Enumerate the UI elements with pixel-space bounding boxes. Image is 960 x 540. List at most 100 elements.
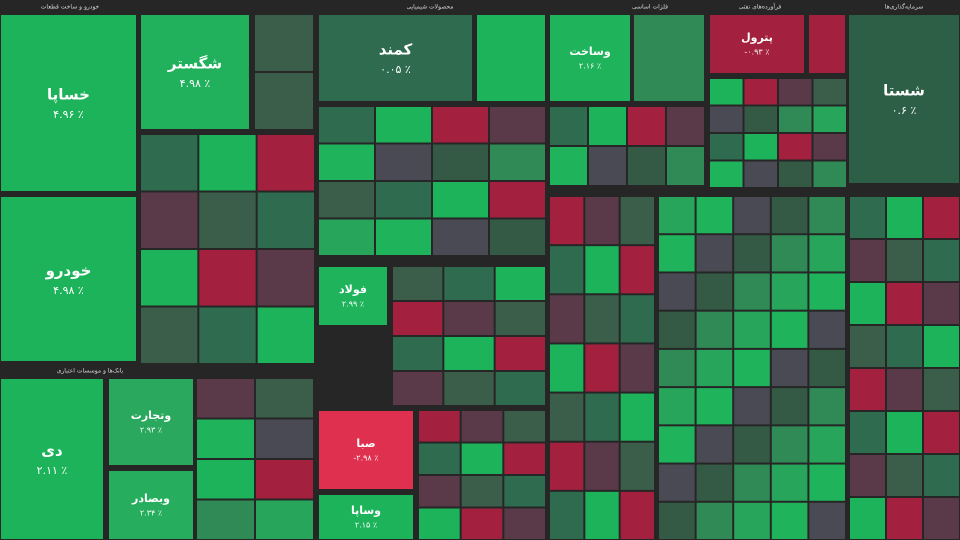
tile [744, 106, 777, 132]
stock-name: وساخت [569, 45, 611, 58]
stock-name: صبا [356, 437, 375, 450]
tile [809, 349, 845, 387]
tile [813, 106, 846, 132]
tile [589, 107, 626, 145]
sector-label: فلزات اساسی [632, 4, 668, 11]
tile [550, 197, 584, 245]
tile [585, 393, 619, 441]
tile [256, 500, 313, 539]
tile [504, 476, 545, 507]
stock-name: شستا [883, 82, 925, 100]
tile [887, 498, 922, 539]
tile [667, 147, 704, 185]
tile [887, 412, 922, 453]
stock-tile [849, 15, 959, 183]
tile [495, 372, 545, 405]
tile [734, 235, 770, 272]
tile [696, 235, 733, 272]
stock-tile [710, 15, 804, 73]
tile [710, 106, 743, 132]
tile [393, 337, 443, 370]
tile [744, 79, 777, 105]
tile [887, 283, 922, 324]
tile [255, 73, 313, 129]
tile [734, 273, 770, 310]
stock-change: ۲.۹۹ ٪ [342, 300, 364, 309]
tile [696, 311, 733, 348]
tile [504, 411, 545, 442]
tile [490, 182, 545, 218]
stock-tile [109, 379, 193, 465]
tile [620, 246, 654, 294]
tile [376, 219, 431, 255]
tile [659, 388, 695, 425]
tile [444, 337, 494, 370]
tile [734, 311, 770, 348]
tile [628, 147, 665, 185]
tile [924, 326, 959, 367]
tile [620, 491, 654, 539]
tile [141, 250, 198, 306]
tile [813, 79, 846, 105]
tile [696, 502, 733, 539]
tile [461, 508, 503, 539]
stock-change: ۴.۹۸ ٪ [53, 284, 84, 297]
tile [376, 182, 431, 218]
tile [433, 182, 488, 218]
tile [141, 135, 198, 191]
tile [809, 235, 845, 272]
tile [809, 426, 845, 463]
tile [585, 295, 619, 343]
tile [319, 144, 374, 180]
stock-name: خساپا [47, 86, 90, 105]
tile [850, 197, 885, 238]
tile [589, 147, 626, 185]
tile [550, 107, 587, 145]
tile [659, 235, 695, 272]
stock-change: -۰.۹۳ ٪ [744, 48, 769, 57]
tile [199, 307, 256, 363]
stock-name: وبصادر [131, 492, 170, 505]
tile [504, 508, 545, 539]
tile [550, 246, 584, 294]
tile [850, 498, 885, 539]
tile [771, 349, 808, 387]
tile [734, 197, 770, 234]
tile [393, 302, 443, 335]
tile [257, 192, 314, 248]
tile [433, 144, 488, 180]
stock-change: ۲.۱۶ ٪ [579, 62, 601, 71]
stock-name: فولاد [339, 283, 367, 296]
tile [734, 388, 770, 425]
tile [850, 326, 885, 367]
stock-name: خودرو [45, 262, 92, 280]
stock-change: ۴.۹۸ ٪ [180, 77, 211, 90]
tile [433, 219, 488, 255]
tile [393, 267, 443, 300]
tile [550, 344, 584, 392]
tile [659, 426, 695, 463]
tile [924, 498, 959, 539]
tile [199, 250, 256, 306]
tile [771, 426, 808, 463]
tile [924, 455, 959, 496]
tile [444, 302, 494, 335]
tile [850, 283, 885, 324]
tile [550, 393, 584, 441]
tile [809, 388, 845, 425]
stock-tile [550, 15, 630, 101]
tile [376, 144, 431, 180]
tile [550, 442, 584, 490]
tile [809, 197, 845, 234]
tile [319, 182, 374, 218]
tile [585, 491, 619, 539]
stock-tile [109, 471, 193, 539]
tile [924, 369, 959, 410]
tile [461, 476, 503, 507]
tile [257, 307, 314, 363]
stock-change: ۰.۶ ٪ [892, 104, 917, 117]
tile [887, 455, 922, 496]
tile [319, 219, 374, 255]
tile [197, 419, 254, 458]
tile [779, 161, 812, 187]
